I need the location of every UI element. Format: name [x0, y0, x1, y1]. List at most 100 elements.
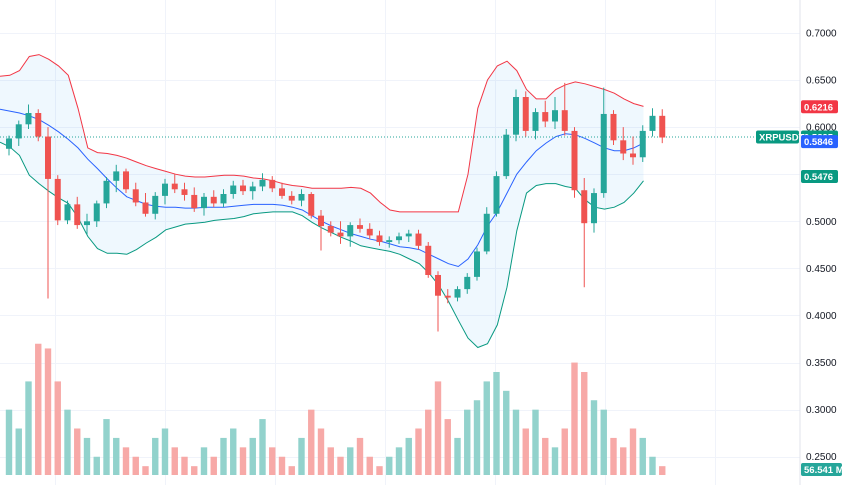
volume-bar: [522, 428, 529, 475]
volume-bar: [493, 371, 500, 475]
candle: [103, 177, 110, 209]
candle: [542, 100, 549, 128]
candle-body: [639, 130, 646, 158]
candle-body: [464, 276, 471, 290]
candle-body: [103, 180, 110, 204]
price-badge-bg: [801, 169, 838, 183]
candle: [405, 229, 412, 243]
volume-bar: [366, 456, 373, 475]
volume-bar: [5, 409, 13, 475]
volume-bar: [425, 409, 432, 475]
candle: [230, 180, 237, 199]
candle: [396, 232, 402, 244]
volume-bar: [610, 437, 617, 475]
candle-body: [132, 189, 139, 203]
candle: [318, 210, 324, 251]
volume-bar: [405, 437, 412, 475]
candle: [298, 189, 305, 207]
candle-body: [162, 183, 168, 196]
price-axis-background[interactable]: [800, 0, 852, 485]
price-tick-label: 0.3000: [806, 405, 837, 416]
candle: [152, 192, 159, 220]
volume-bar: [239, 447, 247, 475]
volume-bar: [230, 428, 237, 475]
candle-body: [435, 274, 441, 296]
volume-bar: [35, 343, 42, 475]
candle-body: [425, 245, 432, 275]
candle-body: [230, 185, 237, 194]
volume-bar: [483, 381, 490, 475]
volume-bar: [54, 381, 61, 475]
candle-body: [64, 204, 71, 221]
candle: [327, 221, 334, 237]
volume-bar: [386, 456, 393, 475]
candle: [269, 176, 276, 193]
volume-badge-bg: [801, 463, 842, 476]
candle: [308, 192, 315, 219]
candle-body: [240, 185, 246, 192]
candle: [591, 188, 597, 233]
candle-body: [93, 203, 100, 222]
volume-bar: [590, 400, 598, 475]
volume-bar: [25, 381, 32, 475]
candle-body: [249, 186, 256, 192]
candle: [649, 108, 656, 137]
candle-body: [444, 295, 451, 298]
price-tick-label: 0.7000: [806, 28, 837, 39]
volume-bar: [542, 437, 549, 475]
volume-bar: [249, 437, 256, 475]
price-tick-label: 0.6000: [806, 123, 837, 134]
candle-body: [54, 178, 61, 221]
candle: [464, 273, 471, 294]
candle-body: [513, 97, 519, 135]
bollinger-band-fill: [0, 54, 644, 348]
volume-badge: 56.541 M: [801, 463, 844, 476]
candle: [493, 171, 500, 217]
price-badge-bg: [801, 135, 838, 149]
candle: [279, 182, 285, 199]
price-badge: 0.6216: [801, 100, 838, 114]
candle-body: [220, 194, 227, 204]
volume-bar: [629, 428, 637, 475]
candle: [600, 87, 607, 198]
volume-bar: [93, 456, 100, 475]
candle-body: [327, 226, 334, 233]
candle-body: [415, 233, 422, 246]
candle-body: [522, 97, 529, 131]
candle: [74, 196, 81, 229]
volume-bar: [113, 437, 120, 475]
candle-body: [532, 112, 539, 131]
price-tick-label: 0.6500: [806, 76, 837, 87]
candle-body: [288, 195, 295, 201]
candle-body: [474, 251, 480, 277]
candle: [659, 109, 666, 144]
candle: [15, 120, 22, 146]
volume-bar: [581, 371, 588, 475]
candle: [84, 213, 90, 235]
volume-bar: [327, 447, 334, 475]
volume-bar: [142, 466, 149, 475]
candle-body: [35, 113, 42, 137]
volume-bar: [639, 437, 646, 475]
candle: [25, 104, 32, 130]
candle-body: [591, 193, 597, 224]
volume-bar: [44, 348, 52, 475]
candle: [113, 164, 120, 193]
candle-body: [552, 110, 558, 122]
volume-bar: [512, 409, 520, 475]
candle: [522, 91, 529, 137]
candle: [415, 229, 422, 250]
price-badge-value: 0.5476: [804, 172, 833, 183]
candle: [181, 182, 188, 201]
candle: [435, 271, 441, 332]
candle: [220, 189, 227, 208]
candle: [6, 135, 12, 156]
candle: [581, 177, 588, 288]
candlesticks: [6, 82, 666, 332]
candle-body: [25, 113, 32, 125]
candle: [425, 242, 432, 278]
candle-body: [269, 179, 276, 189]
price-badge: 0.5846: [801, 135, 838, 149]
